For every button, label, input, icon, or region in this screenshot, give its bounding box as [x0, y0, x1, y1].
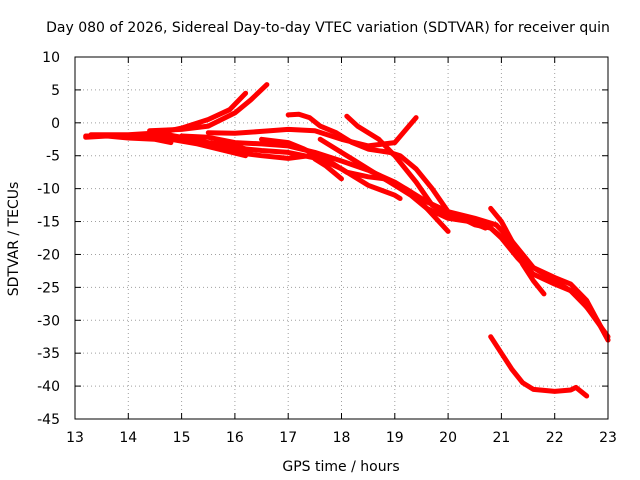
y-tick-label: 10	[42, 50, 60, 66]
x-tick-label: 14	[119, 430, 137, 446]
series-line-track-16	[488, 334, 590, 399]
series-line-track-10	[259, 136, 611, 343]
x-axis-label: GPS time / hours	[282, 459, 399, 475]
series-line-track-15	[488, 205, 547, 297]
y-tick-label: -10	[37, 182, 60, 198]
y-tick-label: -20	[37, 247, 60, 263]
y-tick-label: -5	[46, 149, 60, 165]
chart-title: Day 080 of 2026, Sidereal Day-to-day VTE…	[46, 20, 610, 36]
x-tick-label: 23	[599, 430, 617, 446]
y-tick-label: -35	[37, 346, 60, 362]
x-tick-label: 22	[546, 430, 564, 446]
y-tick-labels: 10 5 0 -5 -10 -15 -20 -25 -30 -35 -40 -45	[37, 50, 60, 428]
series-line-track-07	[157, 133, 403, 201]
x-tick-label: 16	[226, 430, 244, 446]
x-tick-label: 19	[386, 430, 404, 446]
y-tick-label: 5	[51, 83, 60, 99]
x-tick-label: 21	[492, 430, 510, 446]
y-tick-label: 0	[51, 116, 60, 132]
x-tick-label: 17	[279, 430, 297, 446]
y-tick-label: -40	[37, 379, 60, 395]
x-tick-label: 20	[439, 430, 457, 446]
x-tick-label: 15	[173, 430, 191, 446]
x-tick-labels: 13 14 15 16 17 18 19 20 21 22 23	[66, 430, 617, 446]
y-tick-label: -45	[37, 412, 60, 428]
ticks	[74, 56, 609, 420]
series-line-track-14	[312, 156, 344, 182]
y-tick-label: -15	[37, 215, 60, 231]
x-tick-label: 18	[333, 430, 351, 446]
series-line-track-13	[317, 136, 488, 231]
x-tick-label: 13	[66, 430, 84, 446]
grid	[75, 57, 608, 419]
y-tick-label: -25	[37, 280, 60, 296]
y-axis-label: SDTVAR / TECUs	[6, 182, 22, 297]
series-group	[83, 82, 611, 399]
series-line-track-04	[147, 82, 270, 134]
y-tick-label: -30	[37, 313, 60, 329]
